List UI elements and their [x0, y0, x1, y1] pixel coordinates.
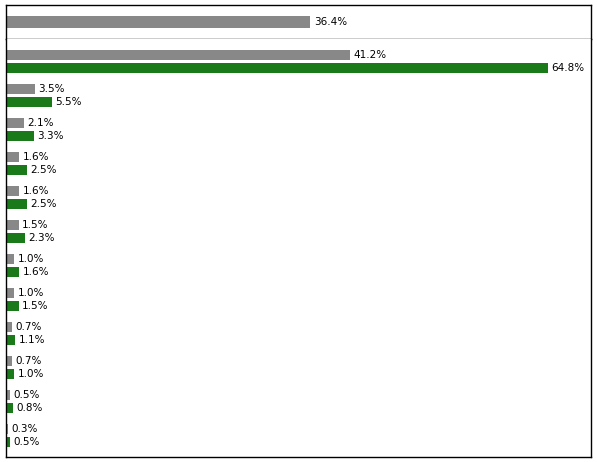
Text: 2.1%: 2.1%: [27, 118, 53, 128]
Text: 1.0%: 1.0%: [18, 254, 44, 264]
Bar: [6, 356, 12, 366]
Text: 1.6%: 1.6%: [23, 267, 49, 277]
Bar: [6, 301, 19, 311]
Bar: [6, 131, 33, 141]
Text: 1.5%: 1.5%: [22, 220, 48, 230]
Bar: [6, 322, 12, 332]
Bar: [6, 288, 14, 298]
Bar: [6, 199, 27, 209]
Text: 5.5%: 5.5%: [56, 97, 82, 107]
Text: 2.5%: 2.5%: [30, 165, 57, 175]
Text: 1.0%: 1.0%: [18, 288, 44, 298]
Bar: [6, 267, 19, 277]
Text: 1.6%: 1.6%: [23, 186, 49, 196]
Bar: [6, 424, 8, 434]
Text: 0.3%: 0.3%: [12, 424, 38, 434]
Bar: [6, 50, 350, 60]
Text: 1.5%: 1.5%: [22, 301, 48, 311]
Text: 1.1%: 1.1%: [19, 335, 45, 345]
Text: 0.7%: 0.7%: [15, 322, 42, 332]
Bar: [6, 369, 14, 379]
Text: 0.8%: 0.8%: [16, 403, 42, 413]
Text: 41.2%: 41.2%: [353, 50, 387, 60]
Bar: [6, 390, 10, 400]
Bar: [6, 97, 52, 107]
Bar: [6, 165, 27, 175]
Text: 1.6%: 1.6%: [23, 152, 49, 162]
Bar: [6, 335, 15, 345]
Text: 3.5%: 3.5%: [39, 84, 65, 94]
Text: 1.0%: 1.0%: [18, 369, 44, 379]
Text: 2.5%: 2.5%: [30, 199, 57, 209]
Text: 0.7%: 0.7%: [15, 356, 42, 366]
Bar: [6, 84, 35, 94]
Bar: [6, 437, 10, 447]
Bar: [6, 403, 13, 413]
Bar: [6, 16, 310, 28]
Text: 0.5%: 0.5%: [14, 437, 40, 447]
Bar: [6, 220, 19, 230]
Bar: [6, 254, 14, 264]
Text: 0.5%: 0.5%: [14, 390, 40, 400]
Text: 64.8%: 64.8%: [551, 63, 584, 73]
Bar: [6, 118, 23, 128]
Bar: [6, 152, 19, 162]
Bar: [6, 63, 547, 73]
Bar: [6, 186, 19, 196]
Bar: [6, 233, 25, 243]
Text: 3.3%: 3.3%: [37, 131, 63, 141]
Text: 2.3%: 2.3%: [29, 233, 55, 243]
Text: 36.4%: 36.4%: [315, 17, 347, 27]
